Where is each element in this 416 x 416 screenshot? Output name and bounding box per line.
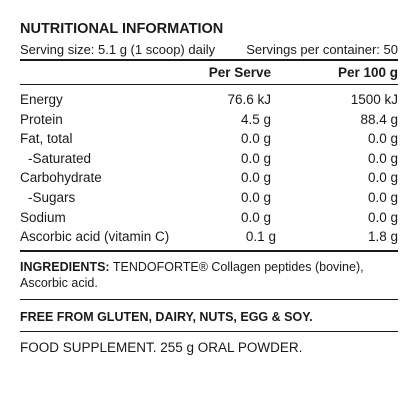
per-serve-value: 0.1 g (245, 229, 276, 245)
nutrient-name: -Sugars (28, 189, 76, 205)
per-serve-value: 0.0 g (240, 131, 271, 147)
panel-title: NUTRITIONAL INFORMATION (20, 21, 224, 37)
nutrient-name: -Saturated (28, 150, 92, 166)
nutrient-name: Energy (20, 92, 63, 107)
header-spacer (20, 61, 160, 84)
nutrient-name: Carbohydrate (20, 170, 102, 186)
nutrient-rows: Energy 76.6 kJ 1500 kJ Protein 4.5 g 88.… (20, 85, 398, 250)
table-row: Sodium 0.0 g 0.0 g (20, 208, 398, 228)
table-row: Energy 76.6 kJ 1500 kJ (20, 90, 398, 110)
ingredients-label: INGREDIENTS: (20, 259, 110, 274)
per-serve-value: 0.0 g (240, 189, 271, 205)
per-serve-value: 0.0 g (240, 209, 271, 225)
table-row: Fat, total 0.0 g 0.0 g (20, 129, 398, 149)
per-100g-value: 88.4 g (360, 111, 398, 127)
per-100g-value: 1.8 g (367, 229, 398, 245)
per-serve-value: 76.6 kJ (227, 92, 271, 107)
header-per-100g: Per 100 g (337, 65, 398, 80)
free-from-statement: FREE FROM GLUTEN, DAIRY, NUTS, EGG & SOY… (20, 309, 313, 324)
per-100g-value: 0.0 g (367, 189, 398, 205)
supplement-statement: FOOD SUPPLEMENT. 255 g ORAL POWDER. (20, 339, 303, 355)
divider-supplement (20, 330, 398, 332)
table-row: -Saturated 0.0 g 0.0 g (20, 149, 398, 169)
nutrient-name: Sodium (20, 209, 66, 225)
nutrient-name: Fat, total (20, 131, 73, 147)
servings-per-container: Servings per container: 50 (246, 42, 398, 57)
nutrition-panel: NUTRITIONAL INFORMATION Serving size: 5.… (20, 20, 398, 357)
divider-ingredients (20, 249, 398, 252)
per-serve-value: 0.0 g (240, 150, 271, 166)
nutrient-name: Ascorbic acid (vitamin C) (20, 229, 170, 245)
nutrient-name: Protein (20, 111, 63, 127)
serving-size: Serving size: 5.1 g (1 scoop) daily (20, 42, 216, 57)
per-100g-value: 0.0 g (367, 131, 398, 147)
ingredients-statement: INGREDIENTS: TENDOFORTE® Collagen peptid… (20, 252, 398, 299)
per-serve-value: 0.0 g (240, 170, 271, 186)
table-row: Carbohydrate 0.0 g 0.0 g (20, 168, 398, 188)
table-row: Ascorbic acid (vitamin C) 0.1 g 1.8 g (20, 227, 398, 247)
per-100g-value: 1500 kJ (350, 92, 398, 107)
per-100g-value: 0.0 g (367, 170, 398, 186)
serving-line: Serving size: 5.1 g (1 scoop) daily Serv… (20, 40, 398, 59)
table-row: -Sugars 0.0 g 0.0 g (20, 188, 398, 208)
per-100g-value: 0.0 g (367, 209, 398, 225)
table-row: Protein 4.5 g 88.4 g (20, 110, 398, 130)
per-serve-value: 4.5 g (240, 111, 271, 127)
ingredients-text: TENDOFORTE® Collagen peptides (bovine), … (20, 259, 364, 290)
divider-header (20, 84, 398, 85)
divider-free-from (20, 298, 398, 300)
divider-top (20, 59, 398, 61)
per-100g-value: 0.0 g (367, 150, 398, 166)
header-per-serve: Per Serve (208, 65, 271, 80)
table-header: Per Serve Per 100 g (20, 61, 398, 84)
